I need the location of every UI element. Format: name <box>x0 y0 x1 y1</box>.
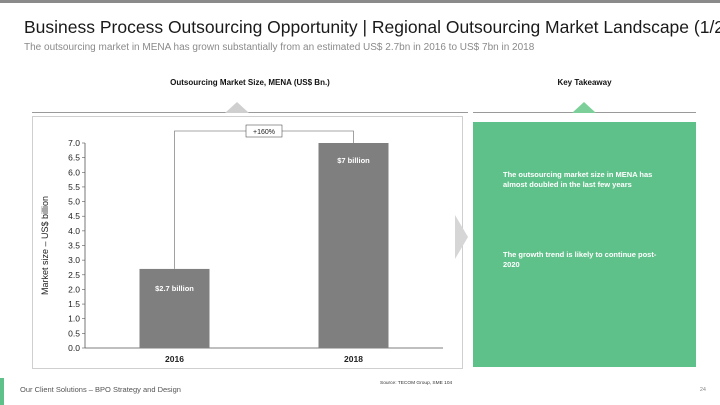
page-number: 24 <box>699 387 706 393</box>
y-tick-label: 5.0 <box>68 197 80 207</box>
y-tick-label: 0.0 <box>68 343 80 353</box>
source-note: Source: TECOM Group, SME 104 <box>380 381 453 386</box>
footer-accent-bar <box>0 378 4 405</box>
chart-heading-pointer <box>225 102 249 113</box>
page-subtitle: The outsourcing market in MENA has grown… <box>24 42 535 53</box>
page-title: Business Process Outsourcing Opportunity… <box>24 17 720 37</box>
chart-heading-rule <box>32 112 468 113</box>
data-label: $2.7 billion <box>155 284 194 293</box>
footer-text: Our Client Solutions – BPO Strategy and … <box>20 385 181 394</box>
y-tick-label: 1.0 <box>68 314 80 324</box>
key-takeaway-panel: The outsourcing market size in MENA has … <box>473 122 696 367</box>
growth-annotation: +160% <box>253 129 275 136</box>
takeaway-heading-pointer <box>572 102 596 113</box>
takeaway-point-1: The outsourcing market size in MENA has … <box>503 170 653 189</box>
transition-chevron <box>455 215 468 259</box>
chart-section-heading: Outsourcing Market Size, MENA (US$ Bn.) <box>170 78 330 87</box>
chart-container: 0.0 0.5 1.0 1.5 2.0 2.5 3.0 3.5 4.0 4.5 5.0 5.5 6.0 6… <box>32 116 463 369</box>
takeaway-section-heading: Key Takeaway <box>557 78 612 87</box>
bar-2016 <box>139 268 210 348</box>
y-axis-label: Market size – US$ billion <box>40 196 50 295</box>
x-tick-label: 2016 <box>165 354 184 364</box>
y-tick-label: 3.0 <box>68 255 80 265</box>
y-tick-label: 3.5 <box>68 241 80 251</box>
growth-annotation-box <box>245 124 283 138</box>
top-accent-bar <box>0 0 720 3</box>
y-tick-label: 4.0 <box>68 226 80 236</box>
y-tick-label: 2.5 <box>68 270 80 280</box>
y-tick-label: 7.0 <box>68 138 80 148</box>
y-tick-label: 4.5 <box>68 211 80 221</box>
x-tick-label: 2018 <box>344 354 363 364</box>
takeaway-point-2: The growth trend is likely to continue p… <box>503 250 657 269</box>
y-tick-label: 1.5 <box>68 299 80 309</box>
bar-2018 <box>318 143 389 348</box>
y-tick-label: 5.5 <box>68 182 80 192</box>
data-label: $7 billion <box>337 156 370 165</box>
y-tick-label: 6.0 <box>68 167 80 177</box>
y-tick-label: 2.0 <box>68 284 80 294</box>
y-tick-label: 0.5 <box>68 328 80 338</box>
bar-chart: 0.0 0.5 1.0 1.5 2.0 2.5 3.0 3.5 4.0 4.5 5.0 5.5 6.0 6… <box>40 124 443 364</box>
y-tick-label: 6.5 <box>68 153 80 163</box>
